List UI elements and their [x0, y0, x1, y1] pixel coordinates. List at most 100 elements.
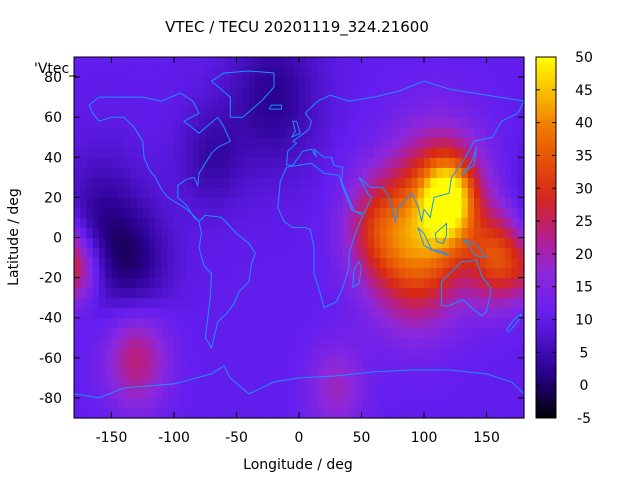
heatmap-cell [480, 297, 488, 309]
heatmap-cell [324, 147, 331, 158]
heatmap-cell [380, 157, 388, 168]
heatmap-cell [217, 227, 225, 239]
heatmap-cell [99, 377, 106, 389]
heatmap-cell [299, 57, 306, 68]
heatmap-cell [342, 97, 350, 108]
heatmap-cell [311, 127, 319, 138]
heatmap-cell [317, 237, 325, 249]
heatmap-cell [361, 137, 369, 148]
heatmap-cell [255, 397, 263, 409]
heatmap-cell [505, 77, 513, 88]
heatmap-cell [517, 167, 525, 178]
heatmap-cell [124, 207, 131, 219]
heatmap-cell [449, 327, 456, 339]
heatmap-cell [361, 307, 369, 319]
heatmap-cell [455, 177, 463, 188]
heatmap-cell [286, 117, 294, 128]
heatmap-cell [267, 107, 275, 118]
heatmap-cell [330, 227, 338, 239]
heatmap-cell [205, 57, 213, 68]
heatmap-cell [330, 57, 338, 68]
heatmap-cell [305, 77, 313, 88]
heatmap-cell [324, 67, 331, 78]
heatmap-cell [299, 87, 306, 98]
heatmap-cell [436, 107, 444, 118]
heatmap-cell [149, 157, 156, 168]
heatmap-cell [499, 377, 506, 389]
heatmap-cell [336, 367, 344, 379]
heatmap-cell [255, 407, 263, 419]
heatmap-cell [492, 107, 500, 118]
heatmap-cell [342, 237, 350, 249]
heatmap-cell [486, 257, 494, 269]
heatmap-cell [449, 187, 456, 198]
heatmap-cell [305, 287, 313, 299]
heatmap-cell [242, 327, 250, 339]
heatmap-cell [505, 217, 513, 229]
heatmap-cell [292, 307, 300, 319]
heatmap-cell [92, 67, 100, 78]
heatmap-cell [211, 307, 219, 319]
heatmap-cell [511, 177, 519, 188]
heatmap-cell [367, 207, 375, 219]
heatmap-cell [311, 357, 319, 369]
heatmap-cell [274, 87, 281, 98]
heatmap-cell [111, 307, 119, 319]
heatmap-cell [280, 197, 288, 209]
heatmap-cell [480, 107, 488, 118]
heatmap-cell [167, 237, 175, 249]
heatmap-cell [292, 317, 300, 329]
heatmap-cell [99, 307, 106, 319]
heatmap-cell [236, 247, 244, 259]
heatmap-cell [111, 117, 119, 128]
heatmap-cell [424, 347, 431, 359]
heatmap-cell [461, 187, 469, 198]
heatmap-cell [442, 187, 450, 198]
heatmap-cell [417, 227, 425, 239]
coastline-path [268, 104, 282, 110]
heatmap-cell [286, 147, 294, 158]
heatmap-cell [517, 237, 525, 249]
heatmap-cell [367, 387, 375, 399]
heatmap-cell [142, 117, 150, 128]
heatmap-cell [261, 117, 269, 128]
heatmap-cell [355, 167, 363, 178]
heatmap-cell [480, 217, 488, 229]
heatmap-cell [80, 287, 88, 299]
heatmap-cell [380, 167, 388, 178]
heatmap-cell [342, 387, 350, 399]
heatmap-cell [180, 87, 188, 98]
heatmap-cell [467, 137, 475, 148]
heatmap-cell [261, 77, 269, 88]
heatmap-cell [124, 277, 131, 289]
heatmap-cell [105, 297, 113, 309]
heatmap-cell [342, 207, 350, 219]
heatmap-cell [286, 167, 294, 178]
heatmap-cell [299, 387, 306, 399]
heatmap-cell [317, 377, 325, 389]
heatmap-cell [486, 407, 494, 419]
heatmap-cell [174, 157, 181, 168]
heatmap-cell [355, 177, 363, 188]
heatmap-cell [436, 337, 444, 349]
heatmap-cell [80, 67, 88, 78]
heatmap-cell [130, 347, 138, 359]
heatmap-cell [236, 327, 244, 339]
heatmap-cell [142, 307, 150, 319]
heatmap-cell [430, 207, 438, 219]
heatmap-cell [517, 367, 525, 379]
heatmap-cell [161, 407, 169, 419]
heatmap-cell [155, 357, 163, 369]
heatmap-cell [280, 177, 288, 188]
heatmap-cell [186, 67, 194, 78]
heatmap-cell [455, 337, 463, 349]
heatmap-cell [392, 397, 400, 409]
heatmap-cell [330, 357, 338, 369]
heatmap-cell [211, 77, 219, 88]
heatmap-cell [305, 67, 313, 78]
heatmap-cell [474, 157, 481, 168]
heatmap-cell [299, 217, 306, 229]
heatmap-cell [117, 167, 125, 178]
heatmap-cell [136, 137, 144, 148]
heatmap-cell [180, 297, 188, 309]
